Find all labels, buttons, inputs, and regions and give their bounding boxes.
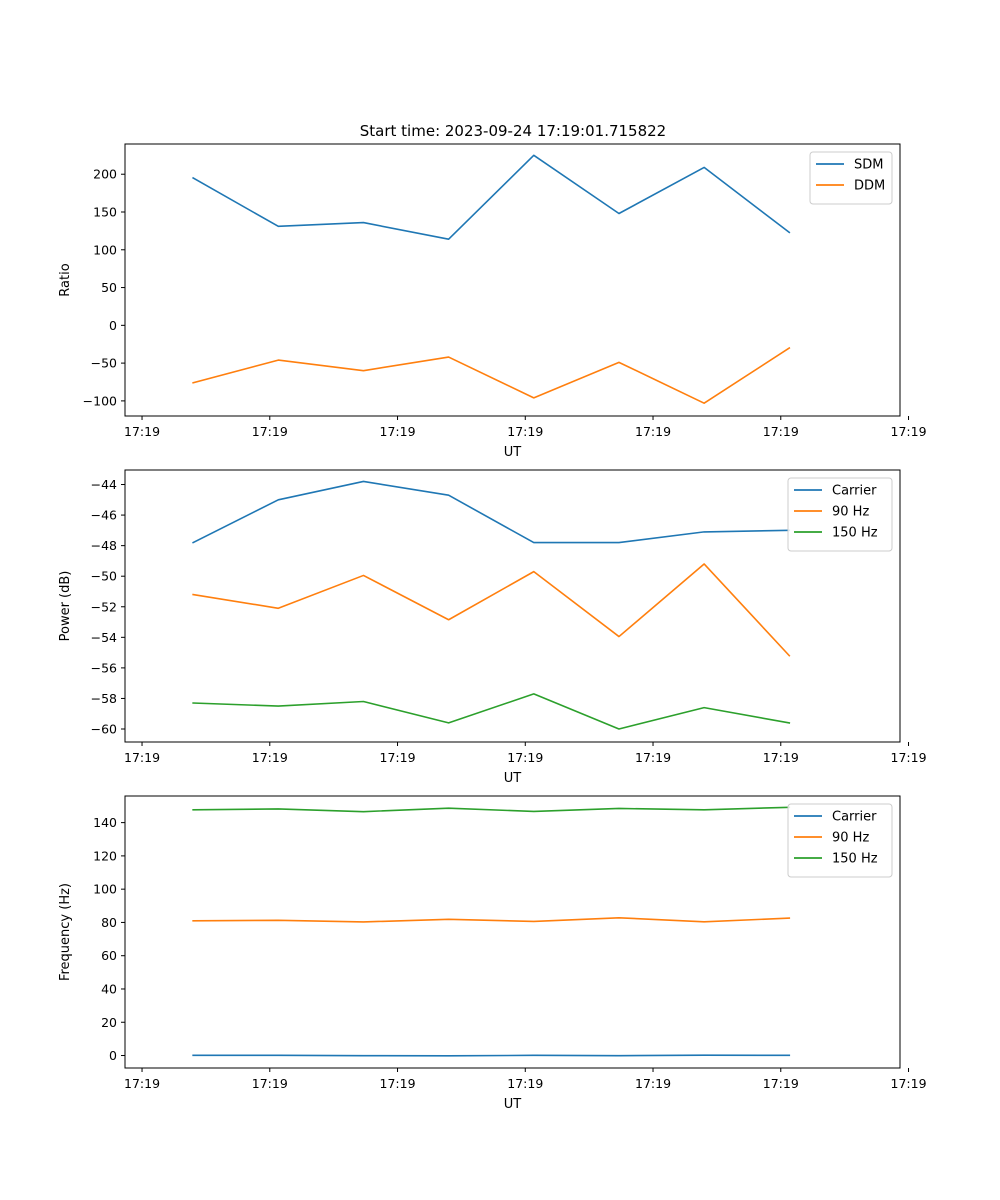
x-tick-label: 17:19 bbox=[380, 1076, 416, 1091]
x-tick-label: 17:19 bbox=[891, 750, 927, 765]
x-tick-label: 17:19 bbox=[252, 424, 288, 439]
x-tick-label: 17:19 bbox=[763, 1076, 799, 1091]
y-tick-label: 120 bbox=[93, 848, 117, 863]
legend: SDM DDM bbox=[809, 151, 893, 205]
chart-power: −60 −58 −56 −54 −52 −50 −48 −46 −44 17:19 17:19 17:… bbox=[58, 469, 927, 786]
x-tick-label: 17:19 bbox=[380, 750, 416, 765]
y-tick-label: 50 bbox=[101, 280, 117, 295]
x-axis-label: UT bbox=[504, 771, 522, 786]
y-axis-label: Power (dB) bbox=[58, 571, 73, 642]
x-tick-label: 17:19 bbox=[507, 1076, 543, 1091]
y-tick-label: −44 bbox=[91, 477, 117, 492]
x-tick-label: 17:19 bbox=[635, 750, 671, 765]
x-tick-label: 17:19 bbox=[507, 750, 543, 765]
x-tick-label: 17:19 bbox=[124, 424, 160, 439]
y-tick-label: −50 bbox=[91, 569, 117, 584]
legend-label: SDM bbox=[854, 158, 883, 173]
series-line-150-hz bbox=[192, 806, 791, 813]
y-tick-label: 80 bbox=[101, 915, 117, 930]
y-tick-label: 20 bbox=[101, 1015, 117, 1030]
legend: Carrier 90 Hz 150 Hz bbox=[787, 803, 893, 878]
series-line-90-hz bbox=[192, 916, 791, 923]
legend-label: 90 Hz bbox=[832, 831, 869, 846]
legend-label: 150 Hz bbox=[832, 852, 878, 867]
y-tick-label: −60 bbox=[91, 722, 117, 737]
y-tick-label: 100 bbox=[93, 882, 117, 897]
y-tick-label: 140 bbox=[93, 815, 117, 830]
x-axis-label: UT bbox=[504, 445, 522, 460]
legend-label: 150 Hz bbox=[832, 526, 878, 541]
axes-frame bbox=[124, 795, 901, 1069]
y-tick-label: −56 bbox=[91, 660, 117, 675]
y-tick-label: −54 bbox=[91, 630, 117, 645]
series-line-carrier bbox=[192, 1054, 791, 1057]
x-tick-label: 17:19 bbox=[763, 424, 799, 439]
x-tick-label: 17:19 bbox=[507, 424, 543, 439]
series-line-carrier bbox=[192, 480, 791, 544]
x-tick-label: 17:19 bbox=[635, 424, 671, 439]
legend-box bbox=[809, 151, 893, 205]
x-tick-label: 17:19 bbox=[380, 424, 416, 439]
series-line-150-hz bbox=[192, 693, 791, 730]
series-line-90-hz bbox=[192, 563, 791, 657]
x-tick-label: 17:19 bbox=[635, 1076, 671, 1091]
y-tick-label: −58 bbox=[91, 691, 117, 706]
x-tick-label: 17:19 bbox=[763, 750, 799, 765]
x-tick-label: 17:19 bbox=[252, 750, 288, 765]
y-tick-label: 60 bbox=[101, 948, 117, 963]
y-tick-label: −52 bbox=[91, 599, 117, 614]
axes-frame bbox=[124, 143, 901, 417]
y-tick-label: 100 bbox=[93, 242, 117, 257]
y-tick-label: 200 bbox=[93, 167, 117, 182]
y-tick-label: −50 bbox=[91, 356, 117, 371]
x-tick-label: 17:19 bbox=[891, 424, 927, 439]
figure-title: Start time: 2023-09-24 17:19:01.715822 bbox=[360, 122, 666, 140]
y-tick-label: 150 bbox=[93, 205, 117, 220]
chart-ratio: −100 −50 0 50 100 150 200 17:19 17:19 17:19 17:19 1… bbox=[58, 143, 927, 460]
x-axis-label: UT bbox=[504, 1097, 522, 1112]
x-tick-label: 17:19 bbox=[124, 750, 160, 765]
y-tick-label: −100 bbox=[83, 393, 117, 408]
legend-label: 90 Hz bbox=[832, 505, 869, 520]
y-axis-label: Frequency (Hz) bbox=[58, 883, 73, 981]
y-tick-label: −48 bbox=[91, 538, 117, 553]
y-tick-label: 0 bbox=[109, 318, 117, 333]
legend-label: Carrier bbox=[832, 484, 877, 499]
legend: Carrier 90 Hz 150 Hz bbox=[787, 477, 893, 552]
y-tick-label: 40 bbox=[101, 981, 117, 996]
y-tick-label: −46 bbox=[91, 508, 117, 523]
x-tick-label: 17:19 bbox=[252, 1076, 288, 1091]
series-line-ddm bbox=[192, 346, 791, 404]
x-tick-label: 17:19 bbox=[891, 1076, 927, 1091]
legend-label: Carrier bbox=[832, 810, 877, 825]
legend-label: DDM bbox=[854, 179, 885, 194]
y-axis-label: Ratio bbox=[58, 263, 73, 296]
chart-frequency: 0 20 40 60 80 100 120 140 17:19 17:19 17:19 17:19 17… bbox=[58, 795, 927, 1112]
x-tick-label: 17:19 bbox=[124, 1076, 160, 1091]
axes-frame bbox=[124, 469, 901, 743]
y-tick-label: 0 bbox=[109, 1048, 117, 1063]
series-line-sdm bbox=[192, 154, 791, 240]
